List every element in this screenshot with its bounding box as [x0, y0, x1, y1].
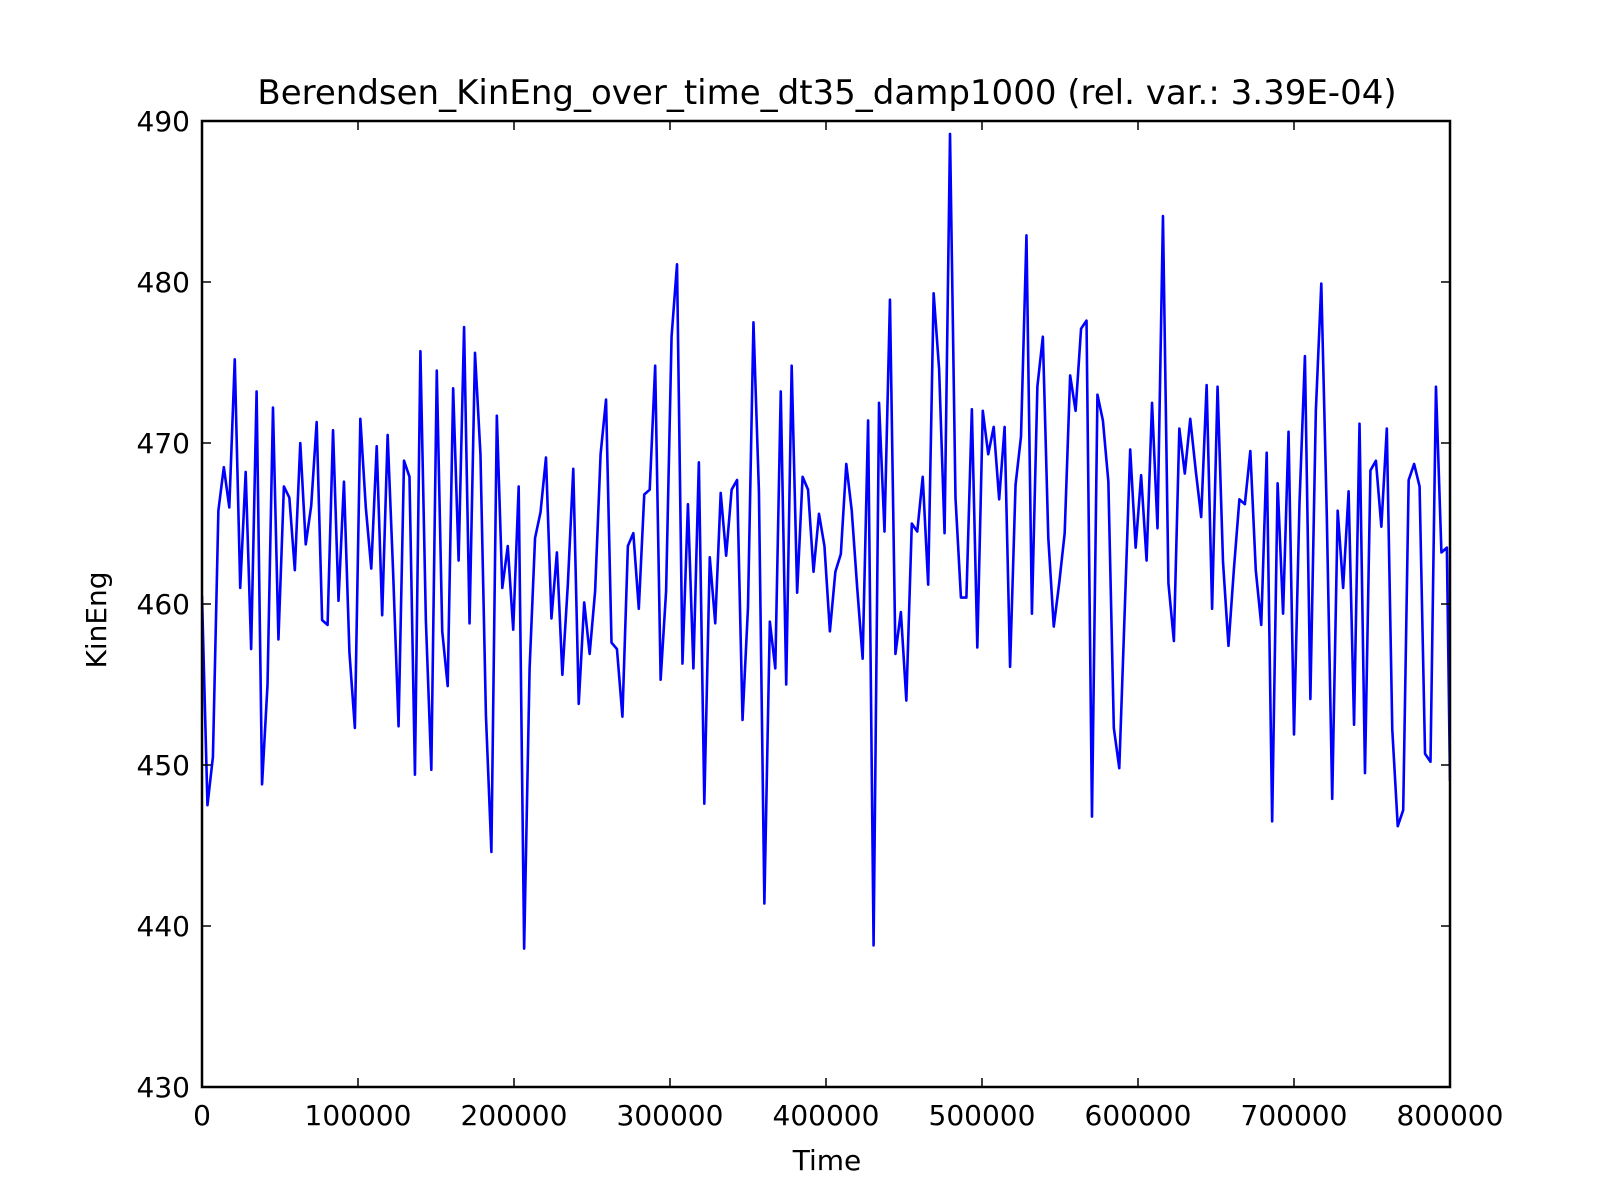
x-tick-label: 800000: [1397, 1099, 1504, 1132]
y-tick-label: 480: [137, 266, 190, 299]
y-tick-label: 450: [137, 749, 190, 782]
y-tick-label: 490: [137, 105, 190, 138]
x-tick-label: 600000: [1085, 1099, 1192, 1132]
plot-background: [202, 121, 1450, 1087]
y-tick-label: 440: [137, 910, 190, 943]
x-tick-label: 200000: [461, 1099, 568, 1132]
chart-title: Berendsen_KinEng_over_time_dt35_damp1000…: [257, 73, 1396, 113]
x-tick-label: 400000: [773, 1099, 880, 1132]
x-tick-label: 0: [193, 1099, 211, 1132]
x-tick-label: 700000: [1241, 1099, 1348, 1132]
y-tick-label: 470: [137, 427, 190, 460]
x-tick-label: 100000: [305, 1099, 412, 1132]
y-tick-label: 460: [137, 588, 190, 621]
x-axis-label: Time: [792, 1144, 862, 1177]
x-tick-label: 300000: [617, 1099, 724, 1132]
plot-area: 0 100000 200000 300000 400000 500000 600000 700…: [137, 105, 1504, 1132]
y-axis-label: KinEng: [80, 571, 113, 668]
x-tick-label: 500000: [929, 1099, 1036, 1132]
y-tick-label: 430: [137, 1071, 190, 1104]
series-line-0: [202, 132, 1450, 950]
